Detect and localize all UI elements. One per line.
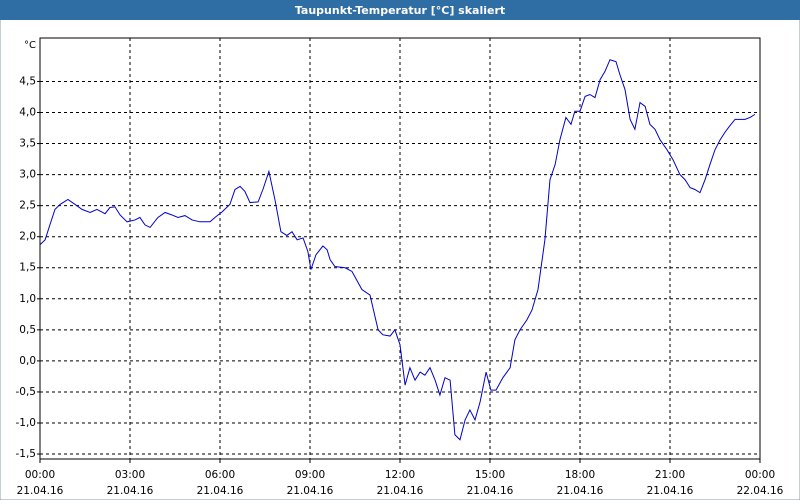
x-tick-date: 21.04.16 [467,485,514,497]
x-tick-label: 06:00 [205,469,235,481]
x-tick-date: 21.04.16 [107,485,154,497]
x-tick-label: 09:00 [295,469,325,481]
x-tick-date: 21.04.16 [647,485,694,497]
y-tick-label: 0,5 [19,324,36,336]
x-tick-date: 22.04.16 [737,485,784,497]
y-tick-label: -1,0 [16,417,37,429]
data-line [39,59,756,441]
y-tick-label: 4,5 [19,75,36,87]
x-tick-label: 15:00 [475,469,505,481]
y-tick-label: -0,5 [16,386,37,398]
x-tick-date: 21.04.16 [17,485,64,497]
x-tick-date: 21.04.16 [557,485,604,497]
y-unit: °C [24,40,36,51]
chart-title: Taupunkt-Temperatur [°C] skaliert [295,4,505,17]
y-tick-label: 3,5 [19,138,36,150]
x-tick-date: 21.04.16 [377,485,424,497]
y-tick-label: -1,5 [16,448,37,460]
x-tick-label: 00:00 [745,469,775,481]
y-tick-label: 0,0 [19,355,36,367]
x-tick-label: 00:00 [25,469,55,481]
x-tick-label: 03:00 [115,469,145,481]
y-tick-label: 2,0 [19,231,36,243]
x-tick-label: 21:00 [655,469,685,481]
y-tick-label: 1,0 [19,293,36,305]
y-tick-label: 2,5 [19,200,36,212]
x-tick-label: 18:00 [565,469,595,481]
y-tick-label: 1,5 [19,262,36,274]
x-tick-date: 21.04.16 [287,485,334,497]
x-tick-label: 12:00 [385,469,415,481]
x-tick-date: 21.04.16 [197,485,244,497]
y-tick-label: 4,0 [19,107,36,119]
y-tick-label: 3,0 [19,169,36,181]
title-bar [0,0,800,20]
